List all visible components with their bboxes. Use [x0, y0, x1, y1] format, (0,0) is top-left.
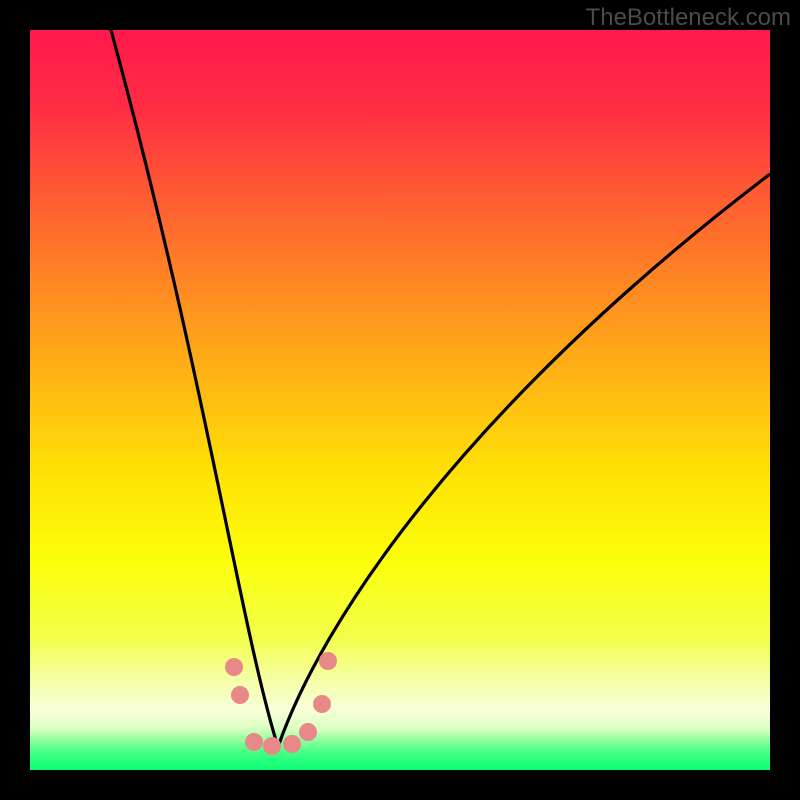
data-marker	[231, 686, 249, 704]
data-marker	[299, 723, 317, 741]
data-marker	[319, 652, 337, 670]
data-marker	[313, 695, 331, 713]
plot-area	[30, 30, 770, 770]
watermark-text: TheBottleneck.com	[586, 4, 791, 32]
data-marker	[245, 733, 263, 751]
data-marker	[263, 737, 281, 755]
v-curve-line	[111, 30, 770, 747]
chart-svg	[30, 30, 770, 770]
data-marker	[225, 658, 243, 676]
data-marker	[283, 735, 301, 753]
